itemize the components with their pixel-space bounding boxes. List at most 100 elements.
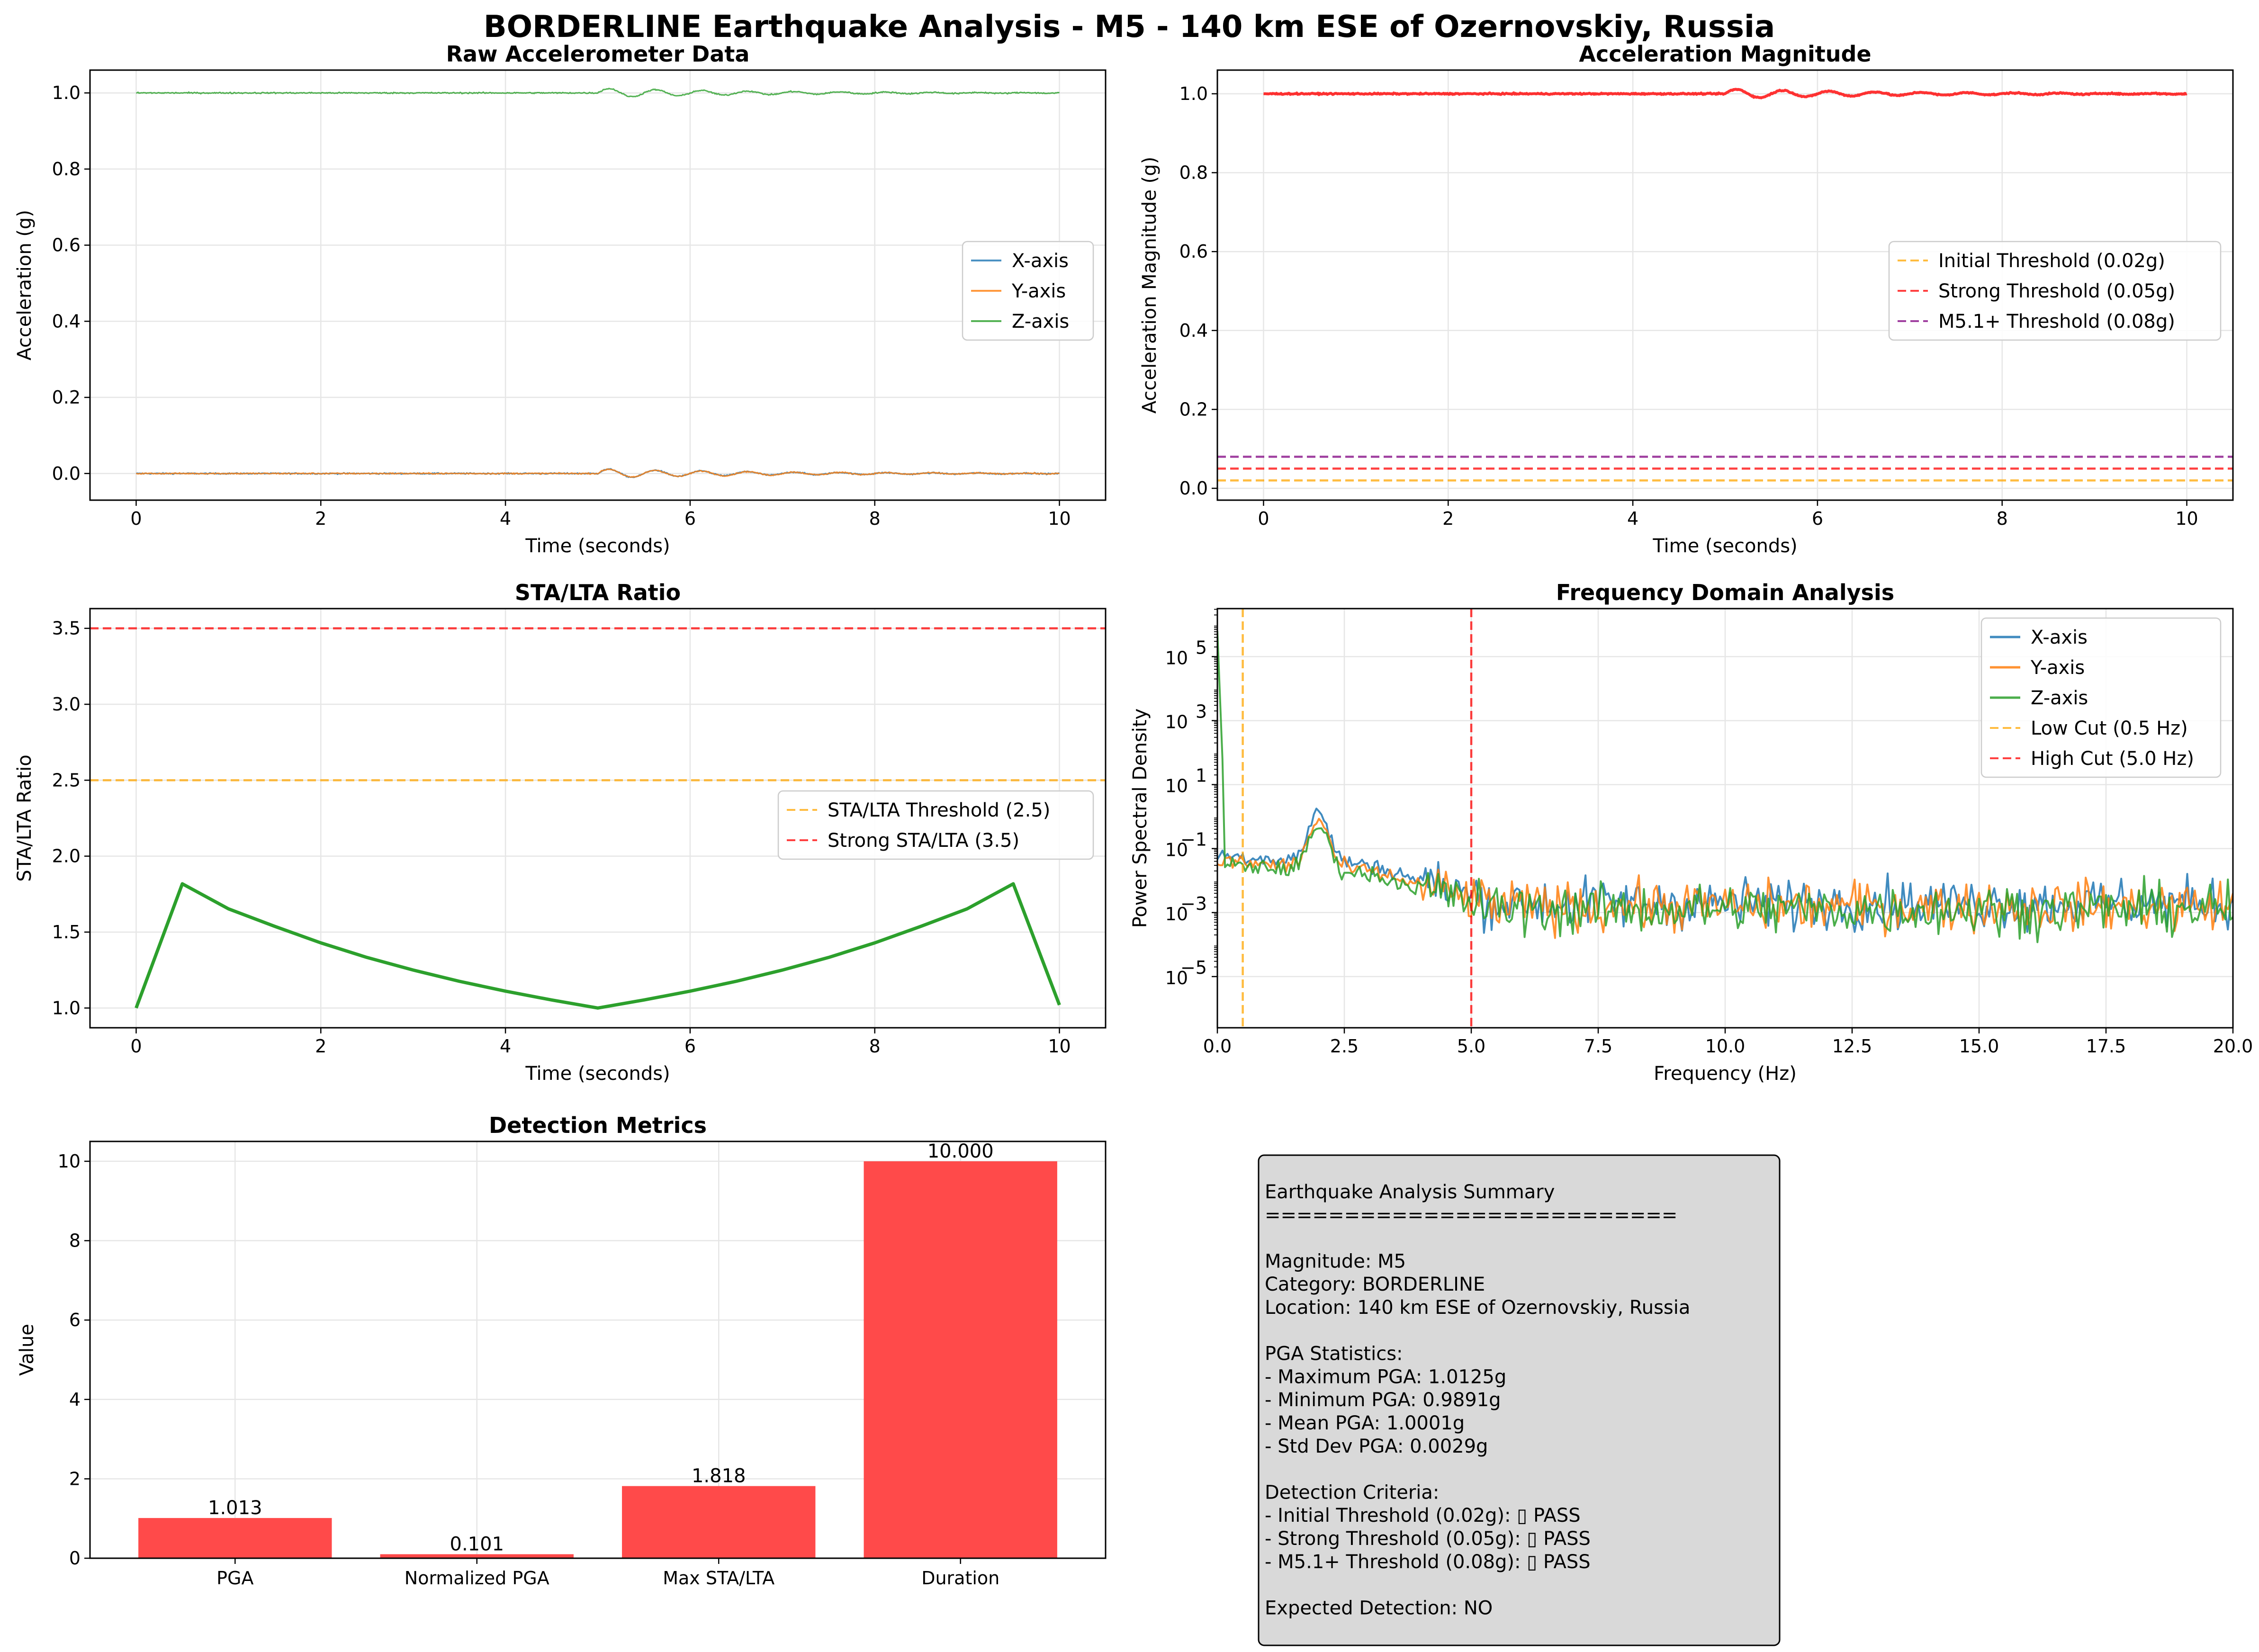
metrics-ytick-label: 8 [69,1230,81,1251]
raw-xtick-label: 6 [684,508,696,529]
raw-series-group [135,468,1060,478]
stalta-xtick-label: 6 [684,1036,696,1057]
summary-line: - Strong Threshold (0.05g): ▯ PASS [1265,1528,1591,1550]
metrics-bar [864,1161,1057,1558]
metrics-category-label: Duration [921,1568,999,1589]
freq-ytick-exponent: −3 [1180,893,1207,914]
freq-ylabel: Power Spectral Density [1129,709,1151,928]
metrics-bar [138,1518,332,1558]
stalta-series-ratio [135,882,1061,1010]
freq-xtick-label: 5.0 [1457,1036,1485,1057]
metrics-bar-value-label: 0.101 [450,1534,504,1555]
raw-ylabel: Acceleration (g) [14,210,36,360]
raw-axes: Raw Accelerometer Data 0 2 4 6 8 10 0.0 0.2 0.4 0.… [14,41,1107,557]
summary-line: - Minimum PGA: 0.9891g [1265,1389,1501,1411]
metrics-ytick-label: 4 [69,1389,81,1410]
legend-label: Y-axis [2030,657,2085,679]
raw-ytick-label: 0.0 [52,463,81,484]
magnitude-ytick-label: 0.6 [1179,241,1208,262]
stalta-ytick-label: 2.5 [52,770,81,790]
magnitude-title: Acceleration Magnitude [1579,41,1871,67]
stalta-xtick-label: 8 [869,1036,881,1057]
stalta-series-group [90,627,1106,1010]
metrics-frame [89,1140,1107,1559]
metrics-bar-value-label: 1.013 [208,1497,262,1519]
metrics-category-label: Normalized PGA [405,1568,549,1589]
magnitude-xtick-label: 8 [1997,508,2008,529]
freq-ytick-label: 10 [1165,711,1188,732]
metrics-ytick-label: 6 [69,1310,81,1330]
raw-xtick-label: 2 [315,508,326,529]
stalta-title: STA/LTA Ratio [515,580,681,605]
summary-line: - M5.1+ Threshold (0.08g): ▯ PASS [1265,1551,1591,1573]
summary-line: Category: BORDERLINE [1265,1274,1485,1295]
summary-line: Earthquake Analysis Summary [1265,1181,1555,1203]
magnitude-ytick-label: 0.2 [1179,399,1208,420]
metrics-bar [622,1486,816,1558]
magnitude-frame [1216,69,2234,501]
figure-title: BORDERLINE Earthquake Analysis - M5 - 14… [484,9,1775,45]
magnitude-xlabel: Time (seconds) [1652,535,1797,557]
freq-series-z-axis [1217,631,2233,943]
raw-ytick-label: 1.0 [52,82,81,103]
stalta-xtick-label: 0 [130,1036,142,1057]
stalta-xtick-label: 10 [1048,1036,1071,1057]
freq-ytick-label: 10 [1165,840,1188,861]
summary-line: - Mean PGA: 1.0001g [1265,1412,1465,1434]
stalta-xtick-label: 4 [500,1036,511,1057]
magnitude-ytick-label: 0.4 [1179,320,1208,341]
summary-line: ========================== [1265,1204,1677,1226]
metrics-ytick-label: 0 [69,1548,81,1569]
summary-line: Location: 140 km ESE of Ozernovskiy, Rus… [1265,1297,1690,1319]
raw-xtick-label: 0 [130,508,142,529]
legend-label: Z-axis [2031,687,2088,709]
magnitude-xtick-label: 2 [1442,508,1454,529]
raw-ytick-label: 0.6 [52,235,81,256]
magnitude-ytick-label: 0.8 [1179,162,1208,183]
magnitude-xtick-label: 4 [1627,508,1638,529]
legend-label: X-axis [2031,627,2088,648]
raw-series-z-axis [136,88,1060,98]
summary-line: Magnitude: M5 [1265,1250,1406,1272]
freq-xtick-label: 7.5 [1584,1036,1612,1057]
stalta-ylabel: STA/LTA Ratio [14,754,36,881]
raw-series-y-axis [135,468,1060,478]
stalta-frame [89,608,1107,1029]
stalta-ytick-label: 3.0 [52,694,81,715]
freq-ytick-label: 10 [1165,904,1188,925]
summary-panel: Earthquake Analysis Summary=============… [1258,1154,1781,1646]
metrics-bar [380,1554,574,1558]
freq-ytick-exponent: −5 [1180,957,1207,978]
summary-line: PGA Statistics: [1265,1343,1403,1365]
freq-xtick-label: 20.0 [2213,1036,2253,1057]
magnitude-xtick-label: 10 [2175,508,2198,529]
magnitude-ytick-label: 0.0 [1179,478,1208,499]
metrics-title: Detection Metrics [489,1113,707,1138]
magnitude-series-group [1217,88,2233,482]
legend-label: Initial Threshold (0.02g) [1938,250,2165,272]
freq-title: Frequency Domain Analysis [1556,580,1894,605]
summary-box [1258,1154,1781,1646]
metrics-ytick-label: 2 [69,1468,81,1489]
metrics-category-label: Max STA/LTA [663,1568,774,1589]
legend-label: X-axis [1012,250,1069,272]
freq-ytick-exponent: 3 [1196,701,1207,722]
legend-label: Z-axis [1012,311,1069,332]
magnitude-axes: Acceleration Magnitude 0 2 4 6 8 10 0.0 0.2 0.4 0.… [1139,41,2234,557]
legend-label: Y-axis [1011,280,1066,302]
freq-ytick-exponent: 5 [1196,637,1207,658]
freq-ytick-exponent: 1 [1196,765,1207,786]
freq-ytick-exponent: −1 [1180,829,1207,850]
stalta-ytick-label: 3.5 [52,618,81,639]
raw-ytick-label: 0.2 [52,387,81,408]
raw-frame [89,69,1107,501]
legend-label: STA/LTA Threshold (2.5) [828,799,1050,821]
freq-ytick-label: 10 [1165,647,1188,668]
legend-box [777,790,1094,860]
summary-line: - Maximum PGA: 1.0125g [1265,1366,1506,1388]
summary-line: - Initial Threshold (0.02g): ▯ PASS [1265,1505,1581,1526]
metrics-ytick-label: 10 [58,1151,81,1172]
metrics-category-label: PGA [216,1568,253,1589]
magnitude-series-magnitude [1263,88,2187,99]
